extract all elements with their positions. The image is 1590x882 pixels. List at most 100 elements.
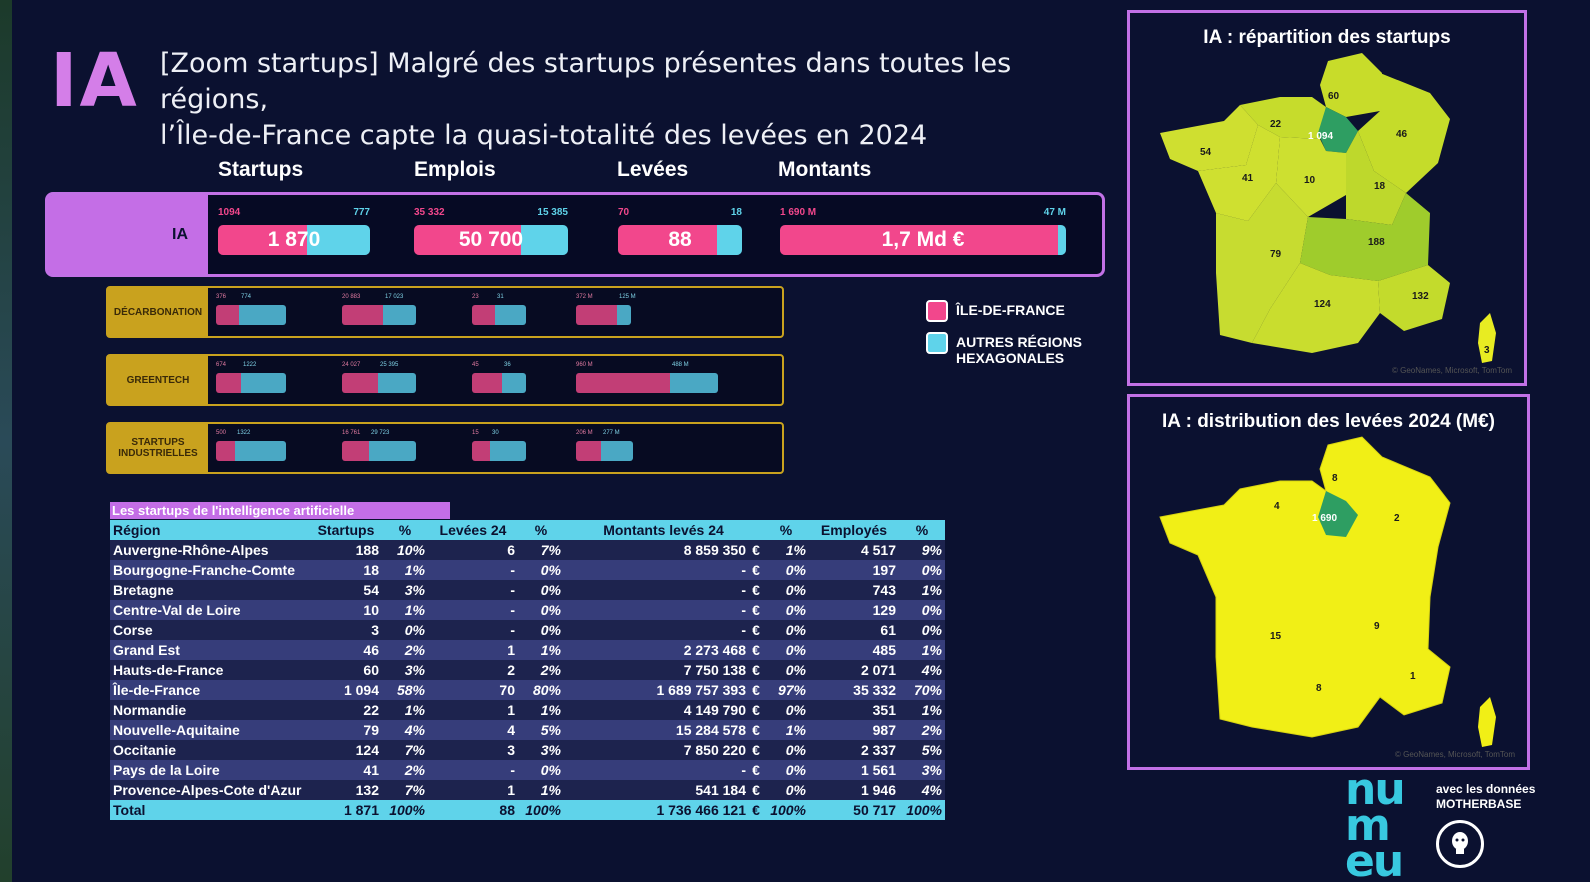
cell-levees: 6 [428,540,518,560]
sub-bar-segment-autres [369,441,416,461]
map-value-idf: 1 690 [1312,513,1337,524]
cell-employes-pct: 5% [899,740,945,760]
cell-employes: 4 517 [809,540,899,560]
cell-region: Bourgogne-Franche-Comte [110,560,310,580]
cell-levees-pct: 0% [518,560,564,580]
cell-startups: 10 [310,600,382,620]
cell-montants: 8 859 350 [564,540,749,560]
cell-montants: - [564,620,749,640]
map-value-occ: 8 [1316,683,1322,694]
cell-levees: - [428,580,518,600]
headline-line-2: l’Île-de-France capte la quasi-totalité … [160,120,928,151]
bar-total-label: 1 870 [267,228,321,251]
sub-bar-value-idf: 674 [216,362,227,368]
cell-employes-pct: 100% [899,800,945,820]
cell-levees: 88 [428,800,518,820]
sub-bar-segment-autres [601,441,633,461]
region-ge [1358,73,1450,193]
cell-region: Grand Est [110,640,310,660]
legend-item-autres: AUTRES RÉGIONS HEXAGONALES [926,332,1096,366]
bar-total-label: 88 [668,228,692,251]
sub-bar-segment-autres [239,305,286,325]
sub-row-greentech: GREENTECH 674 1222 24 027 25 395 45 36 960 M 48… [106,354,784,406]
cell-startups: 3 [310,620,382,640]
sub-bar-segment-idf [342,441,369,461]
cell-montants: - [564,760,749,780]
cell-montants: - [564,580,749,600]
france-map-startups: 60 1 094 46 54 22 41 10 18 79 188 124 13… [1160,53,1496,363]
bar-value-autres: 18 [730,207,742,218]
map-panel-startups: IA : répartition des startups 60 1 094 4… [1127,10,1527,386]
cell-employes-pct: 1% [899,640,945,660]
cell-montants-pct: 0% [763,760,809,780]
cell-employes: 1 561 [809,760,899,780]
cell-montants-pct: 0% [763,640,809,660]
table-caption: Les startups de l'intelligence artificie… [110,502,450,519]
cell-region: Occitanie [110,740,310,760]
table-row: Bretagne 54 3% -0% - €0% 743 1% [110,580,945,600]
ia-metric-bar: 50 700 35 332 15 385 [414,207,568,255]
cell-employes: 743 [809,580,899,600]
cell-levees: 3 [428,740,518,760]
map-value-cor: 3 [1484,345,1490,356]
cell-employes-pct: 0% [899,620,945,640]
map-value-ara: 9 [1374,621,1380,632]
cell-employes-pct: 3% [899,760,945,780]
region-bfc [1346,131,1406,225]
map-value-ara: 188 [1368,237,1385,248]
bulb-icon-glyph [1452,832,1468,854]
sub-bar-segment-idf [216,373,241,393]
cell-employes: 35 332 [809,680,899,700]
sub-bar-value-autres: 125 M [619,294,636,300]
sub-bar-value-idf: 376 [216,294,227,300]
cell-levees-pct: 1% [518,780,564,800]
th-employes: Employés [809,520,899,540]
sub-bar-segment-autres [378,373,416,393]
map-value-pdl: 4 [1274,501,1280,512]
cell-startups-pct: 1% [382,700,428,720]
legend-item-idf: ÎLE-DE-FRANCE [926,300,1096,322]
cell-employes-pct: 4% [899,660,945,680]
cell-montants-pct: 0% [763,620,809,640]
sub-bar-value-idf: 372 M [576,294,593,300]
cell-employes: 351 [809,700,899,720]
sub-bar-segment-idf [342,373,378,393]
sub-bar-segment-idf [472,441,490,461]
map-title: IA : distribution des levées 2024 (M€) [1162,411,1495,432]
sub-bar-segment-idf [576,441,601,461]
bar-segment-autres [307,225,370,255]
cell-montants-pct: 1% [763,720,809,740]
bar-value-autres: 47 M [1043,207,1066,218]
brand-logo: num eum [1345,764,1406,882]
brand-note-line-2: MOTHERBASE [1436,797,1522,811]
cell-startups-pct: 58% [382,680,428,700]
cell-currency: € [749,760,763,780]
cell-levees-pct: 1% [518,700,564,720]
cell-startups: 54 [310,580,382,600]
region-paca [1378,265,1450,331]
map-credit: © GeoNames, Microsoft, TomTom [1395,750,1515,759]
map-value-ge: 2 [1394,513,1400,524]
region-nor [1240,97,1326,139]
cell-montants: - [564,560,749,580]
bar-segment-idf [780,225,1058,255]
sub-row-label: STARTUPS INDUSTRIELLES [118,437,198,459]
table-header-row: Région Startups % Levées 24 % Montants l… [110,520,945,540]
region-pdl [1198,125,1280,221]
region-cor [1478,313,1496,363]
table-row: Nouvelle-Aquitaine 79 4% 4 5% 15 284 578 €1% 98… [110,720,945,740]
cell-montants: 15 284 578 [564,720,749,740]
cell-startups-pct: 2% [382,640,428,660]
france-map-levees: 8 1 690 2 4 15 9 8 1 [1159,436,1496,747]
table-row: Grand Est 46 2% 1 1% 2 273 468 €0% 485 1% [110,640,945,660]
cell-startups-pct: 10% [382,540,428,560]
map-value-idf: 1 094 [1308,131,1333,142]
cell-startups: 60 [310,660,382,680]
cell-employes-pct: 9% [899,540,945,560]
sub-bar-value-autres: 1322 [237,430,251,436]
th-levees: Levées 24 [428,520,518,540]
cell-levees: 2 [428,660,518,680]
cell-startups: 1 094 [310,680,382,700]
sub-row-startups-industrielles: STARTUPS INDUSTRIELLES 500 1322 16 761 29 7… [106,422,784,474]
